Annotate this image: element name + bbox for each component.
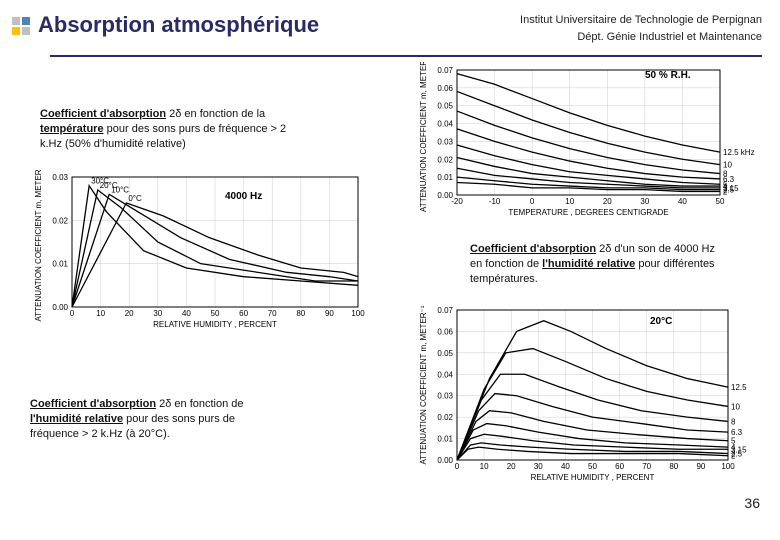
svg-text:ATTENUATION COEFFICIENT m, MET: ATTENUATION COEFFICIENT m, METER⁻¹	[419, 305, 428, 464]
svg-text:10: 10	[723, 161, 732, 170]
svg-text:0.02: 0.02	[437, 413, 453, 422]
svg-text:20: 20	[507, 462, 516, 471]
svg-text:0.04: 0.04	[437, 370, 453, 379]
svg-text:12.5: 12.5	[731, 383, 747, 392]
svg-text:0.04: 0.04	[437, 120, 453, 129]
svg-text:-10: -10	[489, 197, 501, 206]
svg-text:100: 100	[351, 309, 365, 318]
chart-humidity-freq: 0 10 20 30 40 50 60 70 80 90 100 0.00 0.01 0.02 0.03 0.…	[415, 302, 760, 482]
svg-text:50: 50	[211, 309, 220, 318]
svg-text:30: 30	[640, 197, 649, 206]
svg-text:100: 100	[721, 462, 735, 471]
svg-text:30: 30	[534, 462, 543, 471]
svg-text:80: 80	[669, 462, 678, 471]
svg-text:10: 10	[480, 462, 489, 471]
svg-text:0.05: 0.05	[437, 349, 453, 358]
svg-text:0.02: 0.02	[52, 216, 68, 225]
title-block: Absorption atmosphérique	[12, 12, 319, 38]
caption-bot-left: Coefficient d'absorption 2δ en fonction …	[30, 397, 285, 442]
chart-humidity-temp: 01020304050607080901000.000.010.020.0330…	[30, 169, 370, 329]
slide-header: Absorption atmosphérique Institut Univer…	[0, 0, 780, 53]
svg-text:10: 10	[731, 402, 740, 411]
svg-text:0.01: 0.01	[52, 260, 68, 269]
svg-text:4000 Hz: 4000 Hz	[225, 191, 262, 202]
svg-text:TEMPERATURE , DEGREES CENTIGRA: TEMPERATURE , DEGREES CENTIGRADE	[508, 208, 668, 217]
svg-text:0.07: 0.07	[437, 66, 453, 75]
svg-text:0: 0	[70, 309, 75, 318]
svg-text:70: 70	[268, 309, 277, 318]
svg-text:0.03: 0.03	[437, 392, 453, 401]
svg-text:50: 50	[716, 197, 725, 206]
svg-text:0.00: 0.00	[52, 303, 68, 312]
svg-text:40: 40	[182, 309, 191, 318]
institute-name: Institut Universitaire de Technologie de…	[520, 12, 762, 29]
svg-text:20: 20	[603, 197, 612, 206]
svg-text:0.03: 0.03	[437, 137, 453, 146]
chart-temperature: -20 -10 0 10 20 30 40 50 0.00 0.01 0.02 0.03 0.04 0.0…	[415, 62, 760, 217]
department-name: Dépt. Génie Industriel et Maintenance	[520, 29, 762, 46]
svg-text:RELATIVE HUMIDITY , PERCENT: RELATIVE HUMIDITY , PERCENT	[153, 320, 277, 329]
institute-block: Institut Universitaire de Technologie de…	[520, 12, 762, 45]
caption-top-left: Coefficient d'absorption 2δ en fonction …	[40, 107, 290, 152]
svg-text:0.06: 0.06	[437, 327, 453, 336]
svg-text:30: 30	[153, 309, 162, 318]
svg-text:RELATIVE HUMIDITY , PERCENT: RELATIVE HUMIDITY , PERCENT	[531, 473, 655, 482]
svg-text:8: 8	[731, 417, 736, 426]
logo-squares-icon	[12, 17, 30, 35]
svg-text:0: 0	[455, 462, 460, 471]
svg-text:90: 90	[696, 462, 705, 471]
svg-text:20°C: 20°C	[650, 316, 672, 327]
svg-text:2: 2	[731, 452, 736, 461]
svg-text:0.03: 0.03	[52, 173, 68, 182]
caption-mid-right: Coefficient d'absorption 2δ d'un son de …	[470, 242, 725, 287]
svg-text:0.05: 0.05	[437, 102, 453, 111]
svg-text:60: 60	[239, 309, 248, 318]
svg-text:50 % R.H.: 50 % R.H.	[645, 70, 691, 81]
svg-text:0.07: 0.07	[437, 306, 453, 315]
svg-text:0.02: 0.02	[437, 155, 453, 164]
svg-text:40: 40	[561, 462, 570, 471]
svg-text:60: 60	[615, 462, 624, 471]
svg-text:0: 0	[530, 197, 535, 206]
svg-text:0.01: 0.01	[437, 435, 453, 444]
svg-text:0.00: 0.00	[437, 456, 453, 465]
svg-text:ATTENUATION COEFFICIENT m, MET: ATTENUATION COEFFICIENT m, METER⁻¹	[34, 169, 43, 321]
svg-text:70: 70	[642, 462, 651, 471]
svg-text:10: 10	[565, 197, 574, 206]
page-number: 36	[744, 495, 760, 511]
svg-text:80: 80	[296, 309, 305, 318]
svg-text:12.5 kHz: 12.5 kHz	[723, 148, 755, 157]
svg-text:10: 10	[96, 309, 105, 318]
svg-text:2: 2	[723, 187, 728, 196]
content-area: Coefficient d'absorption 2δ en fonction …	[0, 57, 780, 517]
svg-text:0.06: 0.06	[437, 84, 453, 93]
svg-text:20: 20	[125, 309, 134, 318]
svg-text:-20: -20	[451, 197, 463, 206]
svg-text:50: 50	[588, 462, 597, 471]
svg-text:40: 40	[678, 197, 687, 206]
svg-text:0.00: 0.00	[437, 191, 453, 200]
svg-text:10°C: 10°C	[111, 185, 129, 194]
svg-text:0.01: 0.01	[437, 173, 453, 182]
svg-text:0°C: 0°C	[128, 194, 142, 203]
svg-text:ATTENUATION COEFFICIENT m, MET: ATTENUATION COEFFICIENT m, METER⁻¹	[419, 62, 428, 212]
slide-title: Absorption atmosphérique	[38, 12, 319, 38]
svg-text:90: 90	[325, 309, 334, 318]
